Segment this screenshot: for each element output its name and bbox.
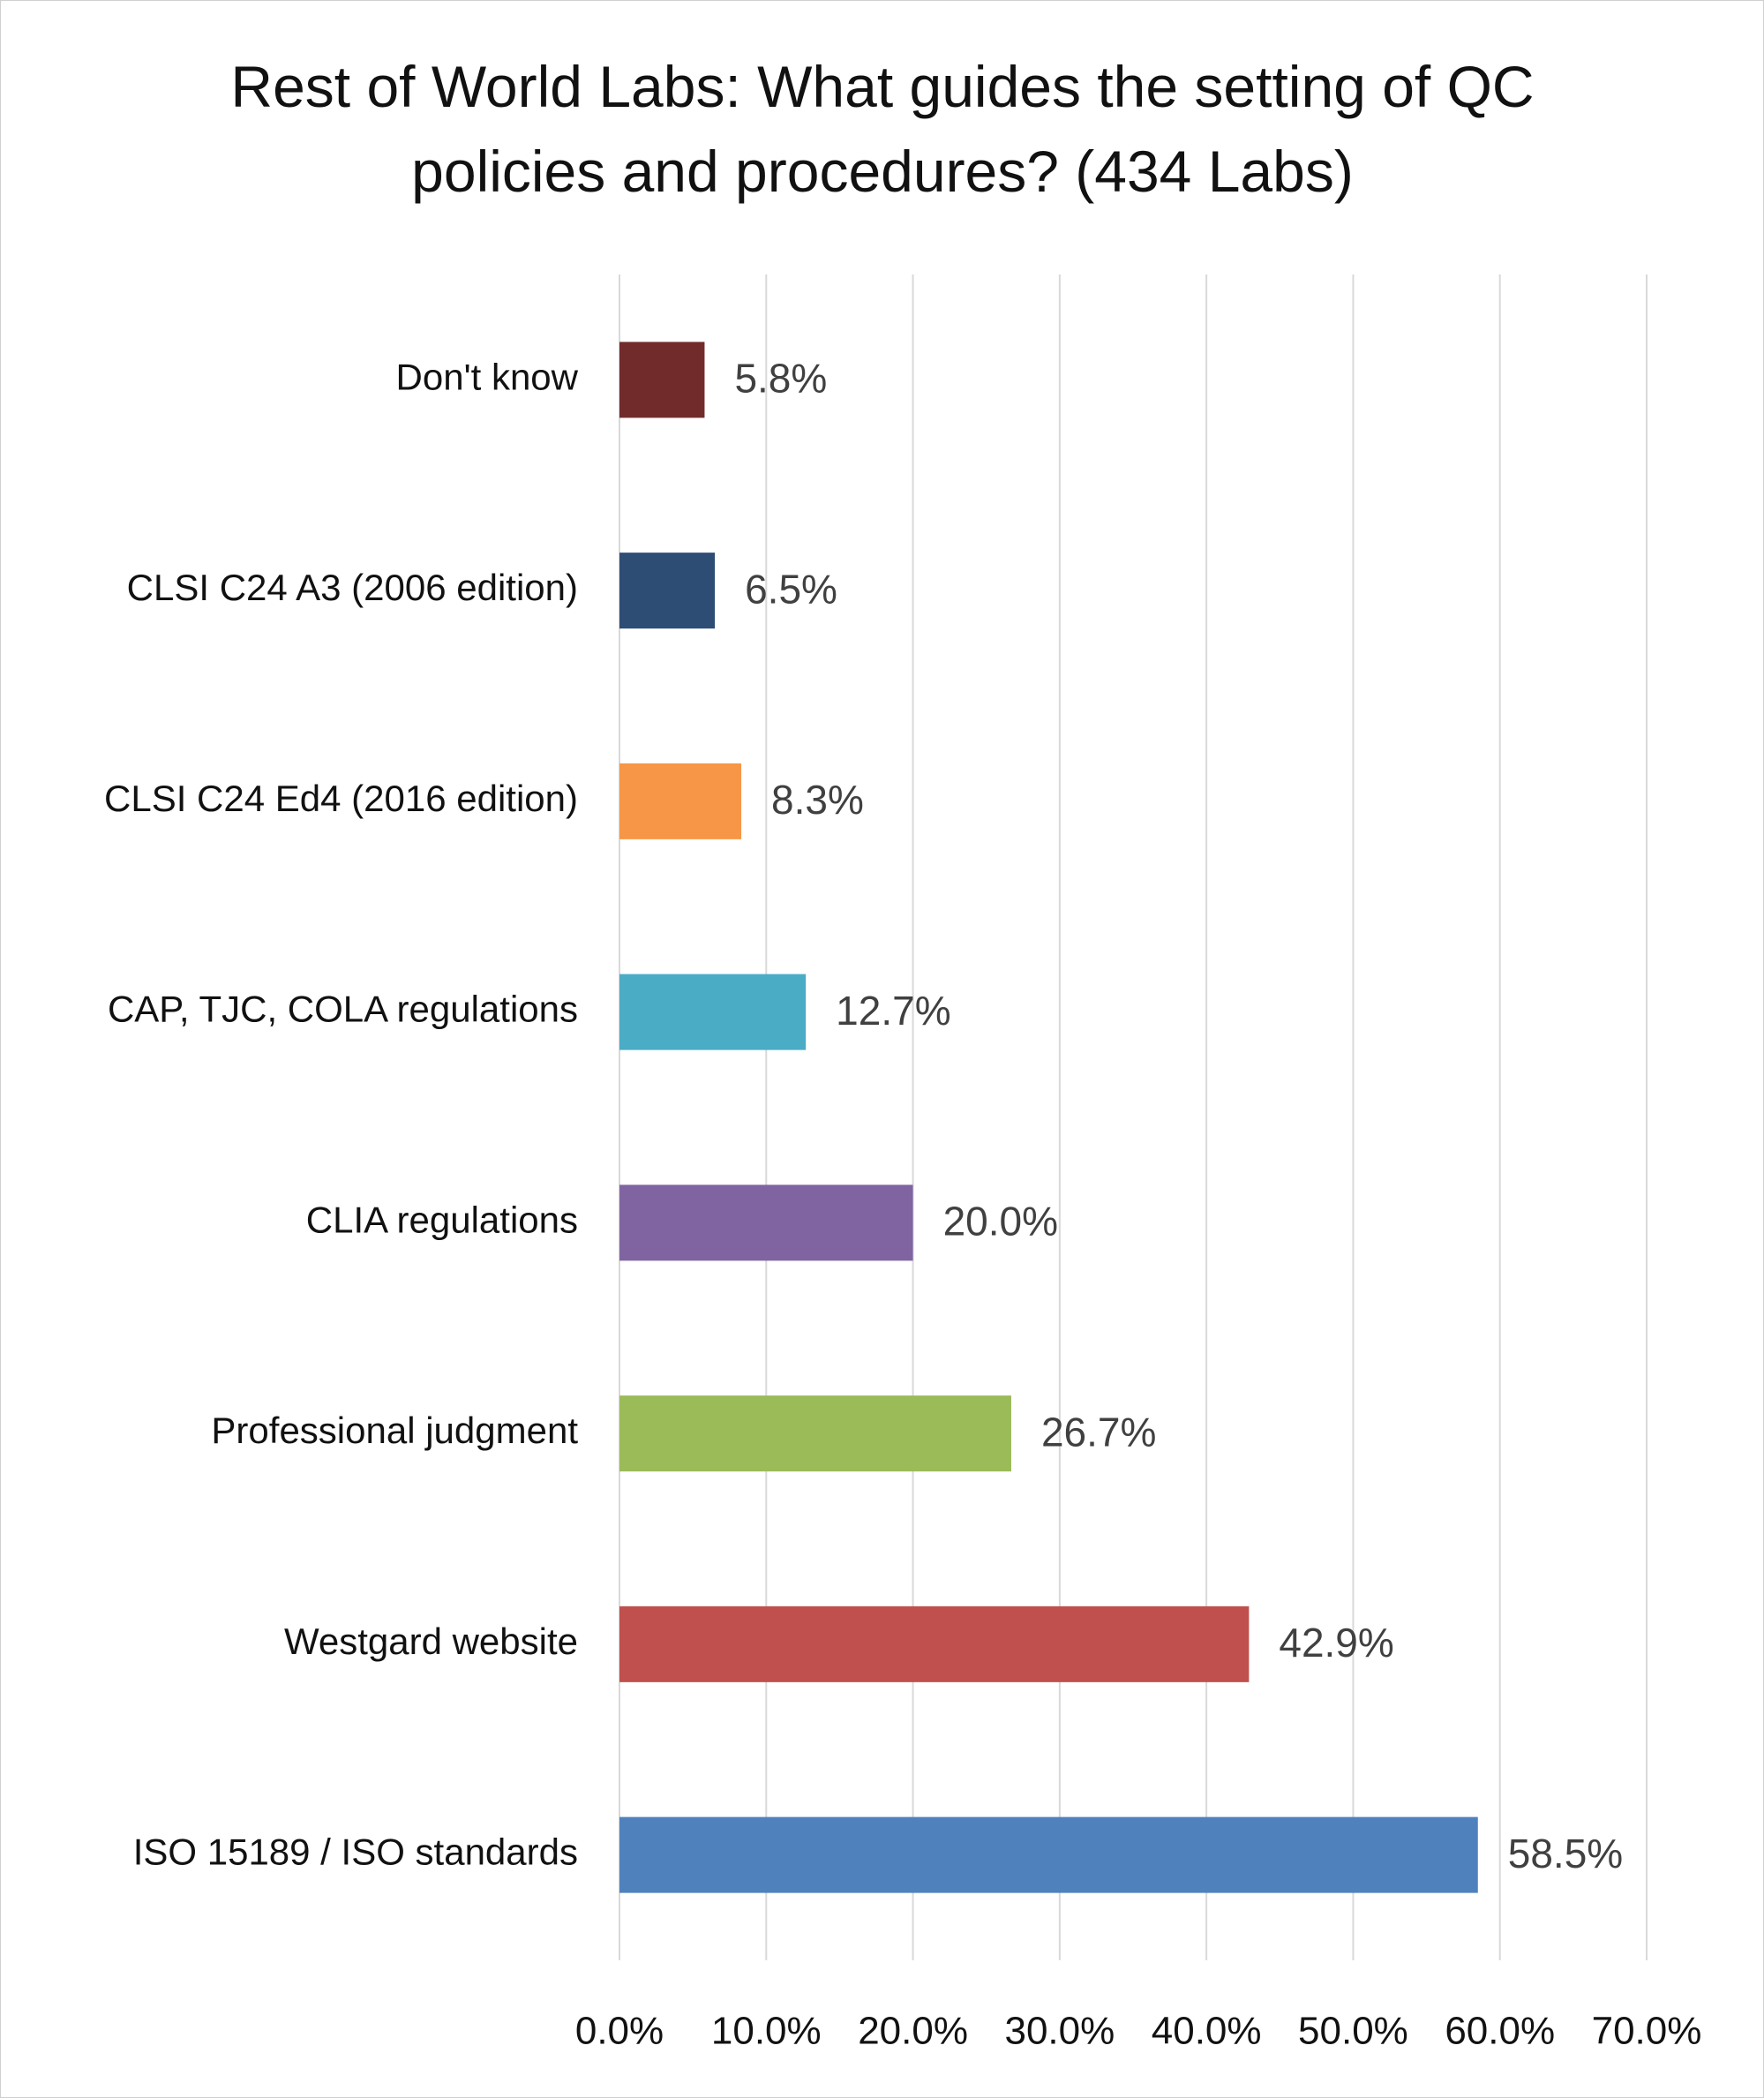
- y-tick-label: CLSI C24 Ed4 (2016 edition): [104, 778, 578, 819]
- value-label: 12.7%: [836, 988, 950, 1034]
- bar: [619, 1605, 1250, 1682]
- value-label: 58.5%: [1508, 1831, 1623, 1876]
- x-tick-label: 10.0%: [711, 2010, 822, 2053]
- x-tick-label: 60.0%: [1445, 2010, 1555, 2053]
- bar: [619, 763, 742, 839]
- value-label: 26.7%: [1041, 1409, 1156, 1455]
- x-tick-label: 30.0%: [1004, 2010, 1115, 2053]
- x-tick-label: 50.0%: [1298, 2010, 1408, 2053]
- x-tick-label: 70.0%: [1592, 2010, 1702, 2053]
- y-tick-label: CLIA regulations: [306, 1199, 578, 1240]
- y-tick-label: CAP, TJC, COLA regulations: [108, 989, 578, 1030]
- value-label: 20.0%: [943, 1199, 1058, 1245]
- y-tick-label: Westgard website: [284, 1620, 578, 1662]
- y-tick-label: ISO 15189 / ISO standards: [133, 1831, 578, 1873]
- bar: [619, 1184, 913, 1261]
- y-tick-label: CLSI C24 A3 (2006 edition): [127, 567, 578, 608]
- x-tick-label: 40.0%: [1152, 2010, 1262, 2053]
- y-tick-label: Professional judgment: [211, 1410, 578, 1451]
- bar: [619, 553, 716, 629]
- value-label: 8.3%: [771, 777, 864, 823]
- y-tick-label: Don't know: [396, 356, 579, 397]
- bar: [619, 974, 807, 1050]
- value-label: 6.5%: [745, 566, 837, 612]
- bar: [619, 1395, 1011, 1472]
- chart-title: Rest of World Labs: What guides the sett…: [230, 54, 1535, 204]
- value-label: 5.8%: [734, 356, 827, 402]
- value-label: 42.9%: [1279, 1620, 1393, 1666]
- x-tick-label: 20.0%: [858, 2010, 968, 2053]
- x-tick-label: 0.0%: [575, 2010, 664, 2053]
- bar: [619, 1816, 1478, 1893]
- bar: [619, 342, 705, 418]
